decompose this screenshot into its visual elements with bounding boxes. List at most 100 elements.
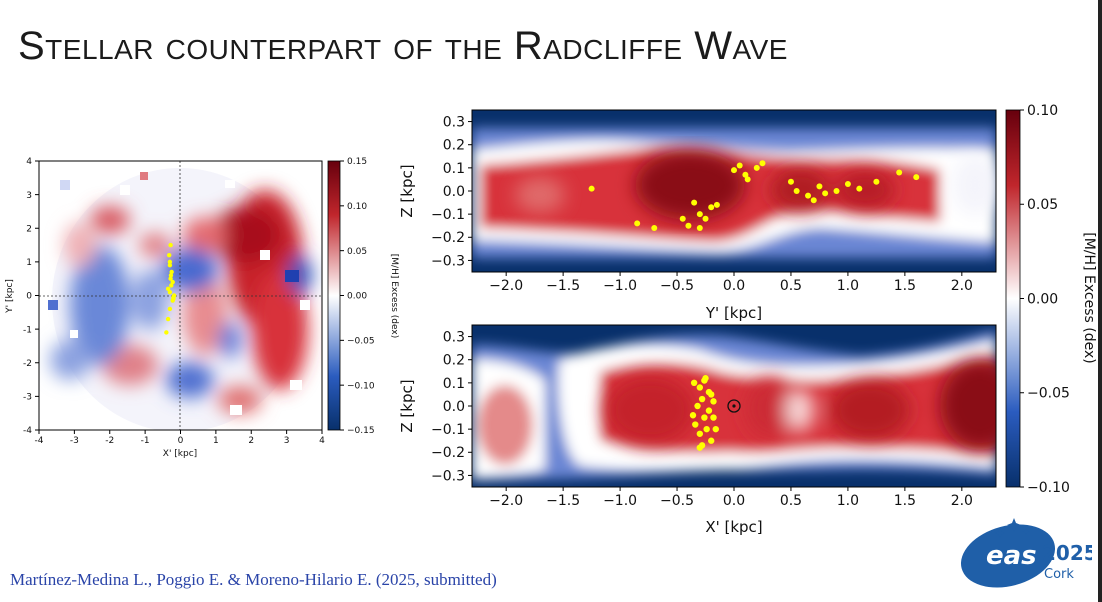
top-right-heatmap bbox=[472, 110, 996, 272]
top-right-panel: −2.0 −1.5 −1.0 −0.5 0.0 0.5 1.0 1.5 2.0 −0.3 −0.2 −… bbox=[398, 109, 997, 322]
y-tick-label: −0.3 bbox=[431, 253, 465, 269]
y-tick-label: 0.3 bbox=[443, 114, 465, 130]
star-point bbox=[702, 215, 709, 222]
star-point bbox=[692, 421, 699, 428]
y-tick-label: 1 bbox=[26, 258, 32, 268]
colorbar-tick-label: −0.05 bbox=[347, 336, 375, 346]
y-tick-label: 0.2 bbox=[443, 353, 465, 369]
star-point bbox=[705, 407, 713, 414]
star-point bbox=[168, 276, 173, 281]
star-point bbox=[696, 430, 704, 437]
bottom-right-axis-ticks: −2.0 −1.5 −1.0 −0.5 0.0 0.5 1.0 1.5 2.0 −0.3 −0.2 −… bbox=[431, 329, 973, 509]
star-point bbox=[705, 388, 713, 396]
star-point bbox=[694, 402, 701, 410]
star-point bbox=[701, 414, 708, 421]
y-tick-label: −0.2 bbox=[431, 230, 465, 246]
star-point bbox=[696, 225, 703, 232]
star-point bbox=[696, 444, 704, 451]
x-tick-label: 0.5 bbox=[780, 493, 802, 509]
x-tick-label: 3 bbox=[284, 436, 290, 446]
star-point bbox=[690, 379, 698, 387]
left-axis-ticks: -4 -3 -2 -1 0 1 2 3 4 -4 -3 -2 -1 0 1 2 3 4 bbox=[23, 157, 325, 446]
y-tick-label: 0.1 bbox=[443, 376, 465, 392]
x-tick-label: −0.5 bbox=[660, 278, 694, 294]
x-tick-label: -1 bbox=[141, 436, 150, 446]
eas-logo: eas 2025 Cork bbox=[960, 518, 1092, 588]
y-tick-label: −0.3 bbox=[431, 468, 465, 484]
star-point bbox=[822, 190, 829, 197]
slide-title: Stellar counterpart of the Radcliffe Wav… bbox=[18, 24, 788, 68]
x-tick-label: −1.5 bbox=[546, 493, 580, 509]
star-point bbox=[698, 395, 706, 403]
star-point bbox=[913, 174, 920, 181]
colorbar-tick-label: 0.00 bbox=[1027, 291, 1058, 307]
x-tick-label: 1.0 bbox=[837, 493, 859, 509]
star-point bbox=[753, 164, 760, 171]
colorbar-tick-label: 0.05 bbox=[1027, 197, 1058, 213]
star-point bbox=[167, 306, 173, 312]
x-tick-label: 0.0 bbox=[723, 278, 745, 294]
x-tick-label: -2 bbox=[105, 436, 114, 446]
star-point bbox=[165, 316, 171, 322]
left-colorbar bbox=[327, 160, 341, 431]
frame-edge bbox=[1098, 0, 1102, 602]
logo-star-icon bbox=[995, 528, 1005, 538]
left-edge-pixels bbox=[48, 172, 310, 415]
left-xlabel: X' [kpc] bbox=[163, 449, 197, 459]
left-colorbar-label: [M/H] Excess (dex) bbox=[389, 254, 399, 338]
left-panel: -4 -3 -2 -1 0 1 2 3 4 -4 -3 -2 -1 0 1 2 3 4 X' [kpc] Y' [… bbox=[5, 157, 399, 459]
star-point bbox=[166, 252, 172, 258]
x-tick-label: −1.0 bbox=[603, 493, 637, 509]
bottom-right-heatmap bbox=[472, 325, 996, 487]
colorbar-tick-label: −0.10 bbox=[347, 381, 375, 391]
star-point bbox=[708, 204, 715, 211]
star-point bbox=[703, 425, 710, 433]
y-tick-label: 0.2 bbox=[443, 138, 465, 154]
x-tick-label: 2.0 bbox=[951, 278, 973, 294]
star-point bbox=[759, 160, 766, 167]
x-tick-label: −1.0 bbox=[603, 278, 637, 294]
bottom-right-xlabel: X' [kpc] bbox=[705, 518, 762, 536]
star-point bbox=[164, 330, 169, 335]
y-tick-label: 2 bbox=[26, 224, 32, 234]
right-colorbar-group: 0.10 0.05 0.00 −0.05 −0.10 [M/H] Excess (dex… bbox=[1005, 103, 1097, 496]
star-point bbox=[165, 286, 171, 291]
y-tick-label: −0.1 bbox=[431, 207, 465, 223]
star-point bbox=[170, 279, 175, 285]
y-tick-label: -1 bbox=[23, 325, 32, 335]
y-tick-label: 0.1 bbox=[443, 161, 465, 177]
star-point bbox=[787, 178, 794, 185]
star-point bbox=[651, 225, 658, 232]
bottom-right-ylabel: Z [kpc] bbox=[398, 379, 416, 432]
x-tick-label: −1.5 bbox=[546, 278, 580, 294]
bottom-right-panel: −2.0 −1.5 −1.0 −0.5 0.0 0.5 1.0 1.5 2.0 −0.3 −0.2 −… bbox=[398, 324, 997, 536]
y-tick-label: 0.3 bbox=[443, 329, 465, 345]
colorbar-tick-label: 0.10 bbox=[1027, 103, 1058, 119]
x-tick-label: 0.0 bbox=[723, 493, 745, 509]
y-tick-label: -2 bbox=[23, 359, 32, 369]
sun-marker bbox=[727, 399, 741, 413]
y-tick-label: -3 bbox=[23, 393, 32, 403]
x-tick-label: -4 bbox=[35, 436, 44, 446]
x-tick-label: -3 bbox=[70, 436, 79, 446]
star-point bbox=[634, 220, 641, 227]
star-point bbox=[833, 188, 840, 194]
logo-city: Cork bbox=[1044, 567, 1074, 582]
star-point bbox=[685, 222, 692, 229]
left-ylabel: Y' [kpc] bbox=[5, 279, 15, 314]
right-colorbar-ticks: 0.10 0.05 0.00 −0.05 −0.10 bbox=[1020, 103, 1070, 496]
y-tick-label: 0.0 bbox=[443, 184, 465, 200]
star-point bbox=[167, 263, 173, 268]
star-point bbox=[844, 181, 851, 188]
y-tick-label: 3 bbox=[26, 191, 32, 201]
x-tick-label: 1.0 bbox=[837, 278, 859, 294]
logo-star-icon bbox=[1022, 528, 1030, 535]
star-point bbox=[710, 414, 717, 421]
y-tick-label: 4 bbox=[26, 157, 32, 167]
y-tick-label: 0 bbox=[26, 292, 32, 302]
x-tick-label: 4 bbox=[319, 436, 325, 446]
left-points bbox=[164, 242, 177, 335]
top-right-points bbox=[588, 160, 920, 232]
left-heatmap bbox=[39, 161, 322, 430]
star-point bbox=[710, 398, 717, 405]
